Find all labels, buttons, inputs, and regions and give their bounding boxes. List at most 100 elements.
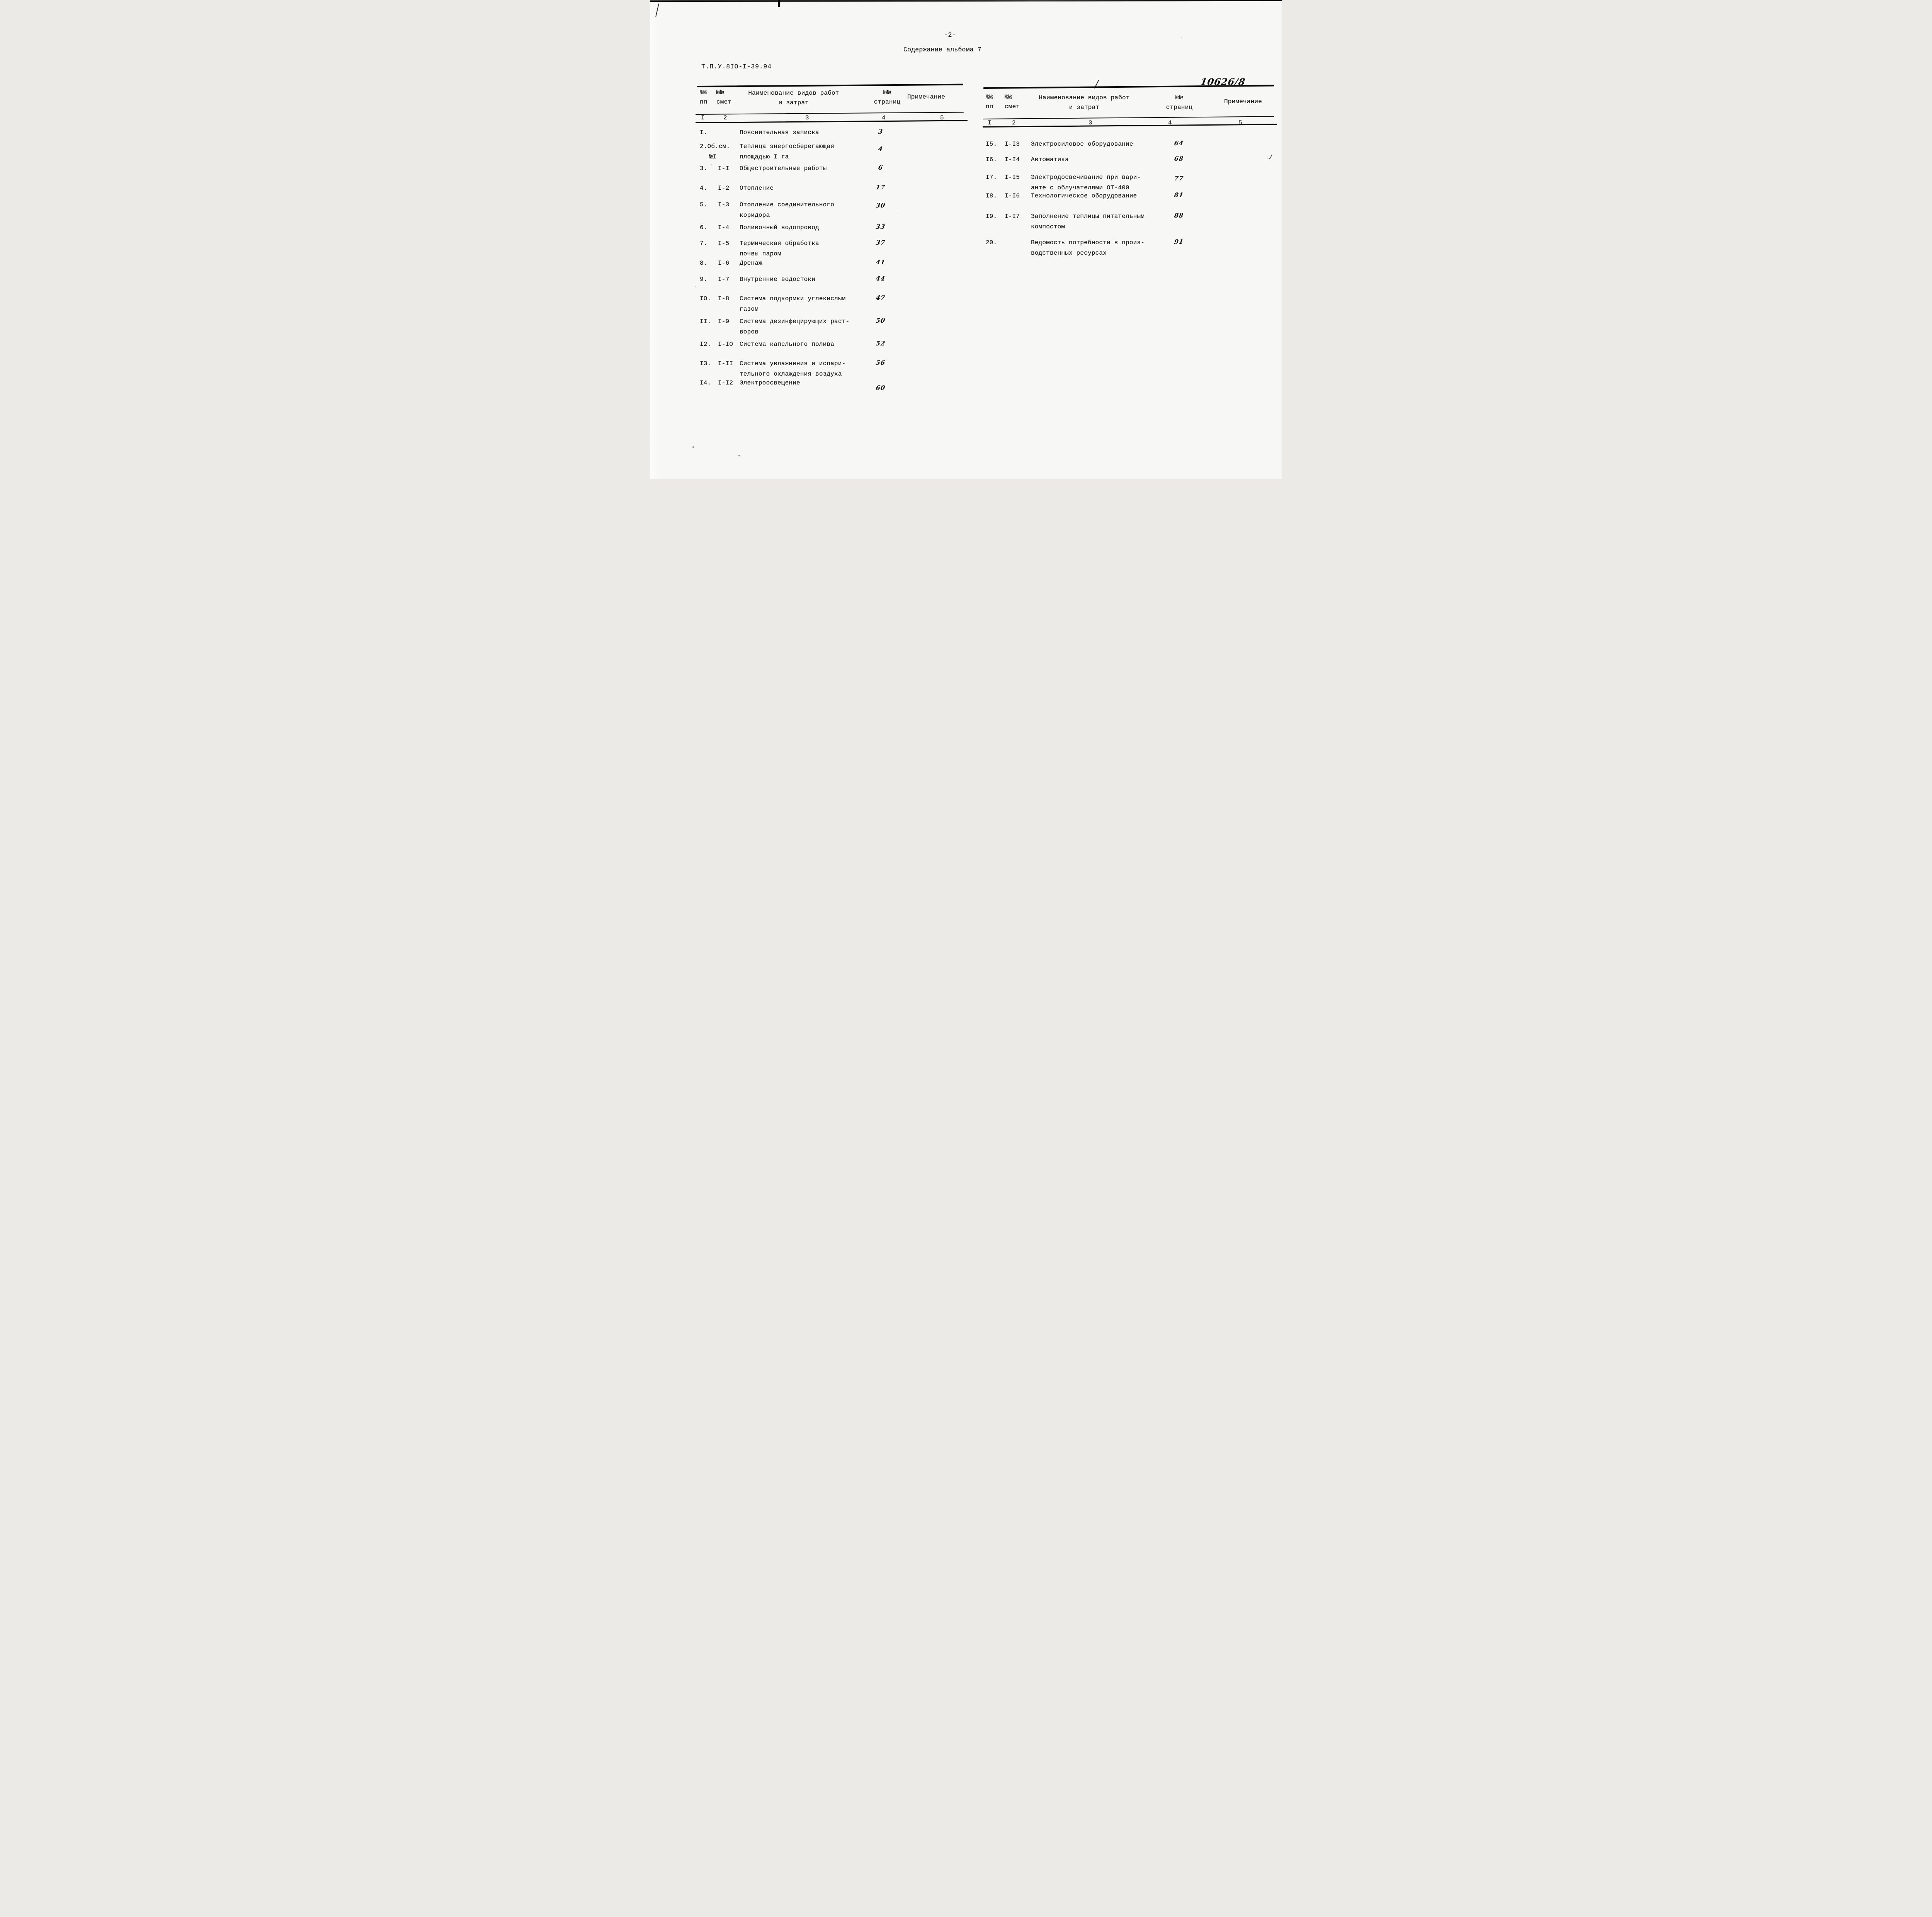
row-work-title: Ведомость потребности в произ- водственн… [1031,239,1145,257]
row-page-number-handwritten: 88 [1173,212,1184,219]
row-work-title: Отопление [740,185,774,192]
row-item-number: 8. [700,260,707,267]
row-item-number: I7. [986,174,997,181]
column-index-5: 5 [1238,119,1242,126]
row-work-title: Отопление соединительного коридора [740,201,835,219]
column-header-page-no: №№ страниц [1166,94,1193,111]
row-item-number: II. [700,318,711,325]
row-estimate-number: I-I3 [1005,141,1020,148]
row-page-number-handwritten: 44 [875,275,886,282]
row-work-title: Система дезинфецирующих раст- воров [740,318,850,335]
column-index-4: 4 [882,114,886,121]
column-index-3: 3 [805,114,809,121]
column-index-4: 4 [1168,119,1172,126]
row-work-title: Электроосвещение [740,379,800,386]
document-code: Т.П.У.8IO-I-39.94 [701,63,772,70]
row-work-title: Теплица энергосберегающая площадью I га [740,143,835,160]
row-estimate-number: I-I [718,165,730,172]
row-page-number-handwritten: 41 [875,259,886,266]
table-header-rule [695,112,964,115]
column-index-2: 2 [1012,119,1016,126]
row-estimate-number: I-IO [718,341,733,348]
column-index-2: 2 [723,114,727,121]
row-page-number-handwritten: 91 [1173,238,1184,245]
table-subheader-rule [695,120,968,124]
row-item-number: I6. [986,156,997,163]
row-item-number: 3. [700,165,707,172]
column-index-1: I [988,119,992,126]
column-header-estimate-no: №№ смет [716,89,732,105]
row-page-number-handwritten: 6 [878,164,884,171]
row-item-number: 20. [986,239,997,246]
row-estimate-number: I-2 [718,185,730,192]
row-page-number-handwritten: 60 [875,384,886,391]
row-work-title: Внутренние водостоки [740,276,816,283]
row-estimate-number: I-4 [718,224,730,231]
row-work-title: Система подкормки углекислым газом [740,295,846,313]
row-item-number: I5. [986,141,997,148]
row-work-title: Дренаж [740,260,762,267]
row-work-title: Поливочный водопровод [740,224,819,231]
row-page-number-handwritten: 17 [875,184,886,191]
row-work-title: Автоматика [1031,156,1069,163]
scan-left-edge-shade [650,0,660,479]
row-item-number: 7. [700,240,707,247]
row-item-number: IO. [700,295,711,302]
page-number: -2- [944,32,956,39]
row-item-number: 2.Об.см. [700,143,730,150]
row-estimate-number: №I [709,153,717,160]
row-estimate-number: I-I2 [718,379,733,386]
row-page-number-handwritten: 50 [875,317,886,324]
row-item-number: I3. [700,360,711,367]
scan-artifact-tick [778,0,780,7]
row-work-title: Пояснительная записка [740,129,819,136]
row-estimate-number: I-9 [718,318,730,325]
row-page-number-handwritten: 37 [875,239,886,246]
row-estimate-number: I-6 [718,260,730,267]
row-item-number: 5. [700,201,707,208]
row-work-title: Система увлажнения и испари- тельного ох… [740,360,846,378]
column-header-note: Примечание [1224,98,1262,105]
row-item-number: I2. [700,341,711,348]
column-header-note: Примечание [907,94,945,100]
row-page-number-handwritten: 68 [1173,155,1184,162]
row-item-number: I. [700,129,707,136]
row-page-number-handwritten: 64 [1173,139,1184,147]
row-page-number-handwritten: 81 [1173,191,1184,199]
row-work-title: Заполнение теплицы питательным компостом [1031,213,1145,230]
scan-artifact-specks [650,0,651,1]
row-page-number-handwritten: 30 [875,202,886,209]
table-top-rule [696,83,963,87]
row-work-title: Общестроительные работы [740,165,827,172]
table-header-rule [982,116,1274,120]
column-header-work-name: Наименование видов работ и затрат [748,90,839,106]
row-item-number: I8. [986,192,997,199]
row-page-number-handwritten: 56 [875,359,886,366]
row-work-title: Технологическое оборудование [1031,192,1137,199]
row-estimate-number: I-I5 [1005,174,1020,181]
column-header-item-no: №№ пп [700,89,707,105]
column-header-item-no: №№ пп [986,94,993,110]
scan-artifact-ink-mark [1267,153,1272,160]
column-index-5: 5 [940,114,944,121]
page-title: Содержание альбома 7 [903,46,982,53]
row-page-number-handwritten: 33 [875,223,886,230]
row-work-title: Электродосвечивание при вари- анте с обл… [1031,174,1141,191]
row-page-number-handwritten: 52 [875,340,886,347]
scan-artifact-top-edge [650,0,1282,2]
scanned-document-page: -2- Содержание альбома 7 Т.П.У.8IO-I-39.… [650,0,1282,479]
row-work-title: Электросиловое оборудование [1031,141,1133,148]
column-index-1: I [701,114,705,121]
row-estimate-number: I-5 [718,240,730,247]
row-page-number-handwritten: 4 [878,145,884,153]
column-index-3: 3 [1088,119,1092,126]
row-estimate-number: I-I6 [1005,192,1020,199]
row-estimate-number: I-I7 [1005,213,1020,220]
row-item-number: I4. [700,379,711,386]
column-header-page-no: №№ страниц [874,89,901,105]
row-item-number: 6. [700,224,707,231]
row-work-title: Система капельного полива [740,341,835,348]
table-subheader-rule [982,124,1277,128]
row-item-number: 9. [700,276,707,283]
row-estimate-number: I-II [718,360,733,367]
